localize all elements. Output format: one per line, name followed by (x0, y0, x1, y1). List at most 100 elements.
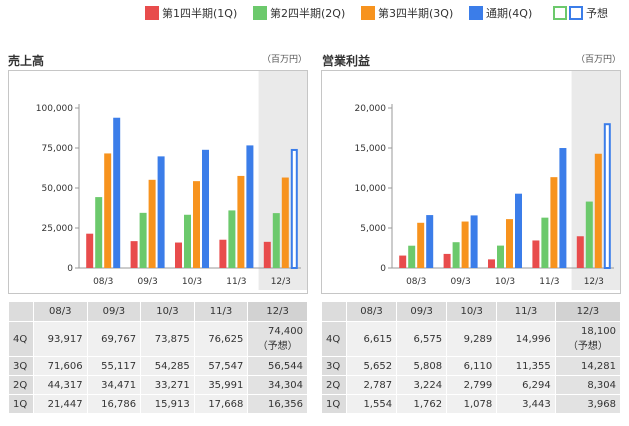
table-cell: 16,786 (86, 394, 142, 414)
x-tick-label: 11/3 (226, 277, 246, 287)
table-cell: 54,285 (140, 356, 195, 376)
y-tick-label: 5,000 (360, 224, 386, 234)
row-label: 4Q (321, 321, 347, 357)
bar-q3-11-3 (237, 175, 245, 268)
table-row: 4Q 93,917 69,767 73,875 76,625 74,400 （予… (8, 321, 308, 357)
legend-swatch-q3 (361, 6, 375, 20)
legend-item-q2: 第2四半期(2Q) (253, 5, 345, 21)
legend-swatch-q1 (145, 6, 159, 20)
x-tick-label: 11/3 (539, 277, 559, 287)
row-label: 3Q (321, 356, 347, 376)
table-cell: 11,355 (496, 356, 556, 376)
bar-q3-12-3 (594, 153, 602, 268)
profit-chart-title: 営業利益 (322, 54, 371, 68)
legend-label-forecast: 予想 (586, 7, 608, 20)
bar-q4-11-3 (246, 145, 254, 268)
table-cell: 73,875 (140, 321, 195, 357)
legend-item-forecast: 予想 (553, 5, 608, 21)
bar-q4-09-3 (157, 156, 165, 268)
table-cell: 35,991 (193, 375, 249, 395)
bar-q4-12-3 (603, 123, 611, 270)
x-tick-label: 08/3 (93, 277, 113, 287)
forecast-note: （予想） (257, 341, 298, 352)
bar-q2-12-3 (585, 201, 593, 268)
y-tick-label: 25,000 (42, 224, 74, 234)
legend-item-q3: 第3四半期(3Q) (361, 5, 453, 21)
bar-q1-09-3 (130, 241, 138, 268)
table-cell: 17,668 (193, 394, 249, 414)
y-tick-label: 10,000 (355, 184, 387, 194)
chart-legend: 第1四半期(1Q) 第2四半期(2Q) 第3四半期(3Q) 通期(4Q) 予想 (145, 3, 625, 23)
bar-q4-10-3 (202, 149, 209, 268)
legend-label-q4: 通期(4Q) (486, 7, 533, 20)
forecast-cell: 18,100 （予想） (554, 321, 622, 357)
row-label: 4Q (8, 321, 34, 357)
table-header-cell: 10/3 (140, 301, 195, 322)
profit-bar-chart: 0 5,000 10,000 15,000 20,000 08/3 09/3 10/3 11/3… (355, 71, 620, 290)
y-tick-label: 100,000 (36, 104, 73, 114)
table-header-cell: 08/3 (345, 301, 398, 322)
y-tick-label: 75,000 (42, 144, 74, 154)
legend-label-q2: 第2四半期(2Q) (270, 7, 346, 20)
bar-q1-10-3 (488, 259, 495, 268)
legend-label-q3: 第3四半期(3Q) (378, 7, 454, 20)
y-tick-label: 15,000 (355, 144, 387, 154)
x-tick-label: 12/3 (271, 277, 291, 287)
row-label: 2Q (8, 375, 34, 395)
bar-q3-09-3 (461, 221, 469, 268)
table-row: 1Q 21,447 16,786 15,913 17,668 16,356 (8, 394, 308, 414)
forecast-cell: 74,400 （予想） (247, 321, 308, 357)
table-header-cell: 09/3 (396, 301, 448, 322)
bar-q2-08-3 (408, 245, 416, 268)
table-header-cell: 11/3 (193, 301, 249, 322)
profit-data-table: 08/3 09/3 10/3 11/3 12/3 4Q 6,615 6,575 … (321, 301, 622, 414)
y-tick-label: 0 (380, 264, 386, 274)
table-header-row: 08/3 09/3 10/3 11/3 12/3 (321, 301, 622, 322)
bar-q2-10-3 (184, 214, 191, 268)
row-label: 2Q (321, 375, 347, 395)
legend-swatch-forecast-blue (569, 6, 583, 20)
sales-chart-frame: 0 25,000 50,000 75,000 100,000 08/3 09/3 10/3 11… (8, 70, 308, 294)
table-cell: 2,787 (345, 375, 398, 395)
bar-q1-08-3 (399, 255, 407, 268)
table-cell: 6,110 (446, 356, 498, 376)
sales-bar-chart: 0 25,000 50,000 75,000 100,000 08/3 09/3 10/3 11… (36, 71, 307, 290)
table-row: 3Q 5,652 5,808 6,110 11,355 14,281 (321, 356, 622, 376)
bar-q1-11-3 (219, 239, 227, 268)
y-tick-label: 50,000 (42, 184, 74, 194)
row-label: 1Q (321, 394, 347, 414)
x-tick-label: 12/3 (584, 277, 604, 287)
table-header-cell: 08/3 (33, 301, 88, 322)
bar-q2-09-3 (139, 212, 147, 268)
table-header-cell: 10/3 (446, 301, 498, 322)
bar-q3-09-3 (148, 179, 156, 268)
table-cell: 8,304 (554, 375, 622, 395)
table-cell: 5,808 (396, 356, 448, 376)
table-cell: 21,447 (33, 394, 88, 414)
x-tick-label: 08/3 (406, 277, 426, 287)
forecast-value: 18,100 (581, 326, 616, 337)
table-header-row: 08/3 09/3 10/3 11/3 12/3 (8, 301, 308, 322)
bar-q1-11-3 (532, 240, 540, 268)
table-cell: 5,652 (345, 356, 398, 376)
table-header-cell: 12/3 (247, 301, 308, 322)
table-cell: 3,968 (554, 394, 622, 414)
table-cell: 3,224 (396, 375, 448, 395)
bar-q3-10-3 (506, 219, 513, 268)
sales-data-table: 08/3 09/3 10/3 11/3 12/3 4Q 93,917 69,76… (8, 301, 308, 414)
table-cell: 3,443 (496, 394, 556, 414)
bar-q4-11-3 (559, 148, 567, 268)
bar-q2-11-3 (228, 210, 236, 268)
x-tick-label: 09/3 (137, 277, 157, 287)
bar-q2-12-3 (272, 213, 280, 268)
table-cell: 93,917 (33, 321, 88, 357)
legend-item-q1: 第1四半期(1Q) (145, 5, 237, 21)
x-tick-label: 09/3 (450, 277, 470, 287)
table-corner (321, 301, 347, 322)
profit-chart-frame: 0 5,000 10,000 15,000 20,000 08/3 09/3 10/3 11/3… (321, 70, 621, 294)
bar-q3-10-3 (193, 181, 200, 268)
legend-label-q1: 第1四半期(1Q) (162, 7, 238, 20)
bar-q1-12-3 (576, 236, 584, 268)
bar-q2-11-3 (541, 217, 549, 268)
bar-q1-10-3 (175, 242, 182, 268)
